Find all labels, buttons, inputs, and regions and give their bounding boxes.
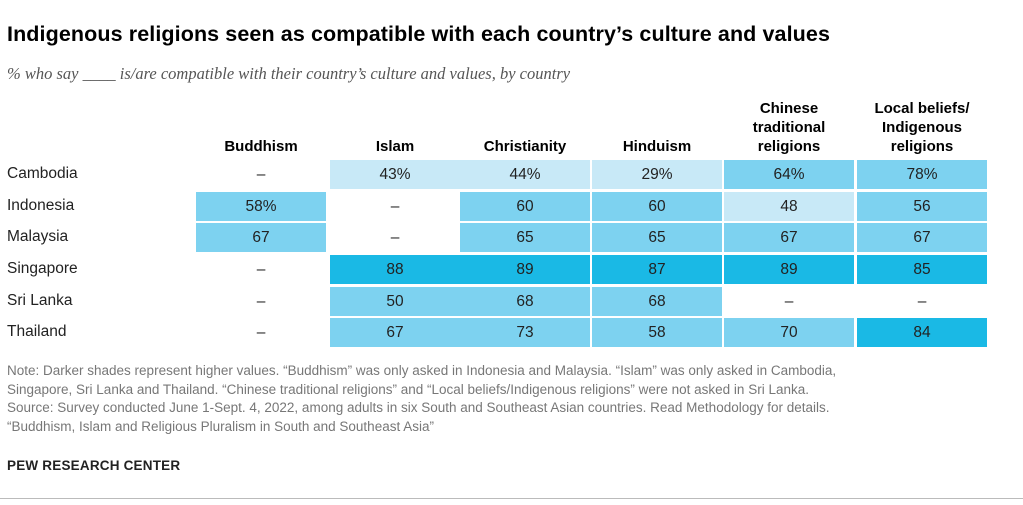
row-label: Cambodia [7, 165, 78, 182]
column-header: Buddhism [224, 138, 298, 155]
table-cell: 67 [724, 223, 854, 252]
table-cell: 85 [857, 255, 987, 284]
table-cell: 43% [330, 160, 460, 189]
chart-subtitle: % who say ____ is/are compatible with th… [7, 64, 571, 83]
table-cell: 89 [460, 255, 590, 284]
row-label: Thailand [7, 323, 67, 340]
note-line: Note: Darker shades represent higher val… [7, 363, 837, 378]
table-cell: 60 [460, 192, 590, 221]
table-cell: 73 [460, 318, 590, 347]
table-cell: 84 [857, 318, 987, 347]
column-header: Islam [375, 138, 415, 155]
table-cell: – [256, 324, 266, 341]
note-line: Singapore, Sri Lanka and Thailand. “Chin… [7, 381, 809, 397]
table-cell: 67 [196, 223, 326, 252]
table-cell: 89 [724, 255, 854, 284]
table-cell: 88 [330, 255, 460, 284]
table-cell: – [256, 293, 266, 310]
table-cell: – [917, 293, 927, 310]
column-header: Local beliefs/ Indigenous religions [874, 100, 970, 155]
table-cell: 67 [330, 318, 460, 347]
table-cell: – [784, 293, 794, 310]
row-label: Sri Lanka [7, 292, 73, 309]
table-cell: 48 [724, 192, 854, 221]
source-line: Source: Survey conducted June 1-Sept. 4,… [7, 400, 830, 415]
bottom-rule [0, 498, 1023, 499]
table-cell: 29% [592, 160, 722, 189]
row-label: Malaysia [7, 228, 69, 245]
table-cell: 67 [857, 223, 987, 252]
chart-title: Indigenous religions seen as compatible … [7, 22, 831, 46]
table-cell: 65 [460, 223, 590, 252]
table-cell: 78% [857, 160, 987, 189]
table-cell: 64% [724, 160, 854, 189]
table-cell: 60 [592, 192, 722, 221]
table-cell: 87 [592, 255, 722, 284]
table-cell: 58 [592, 318, 722, 347]
table-cell: 68 [460, 287, 590, 316]
table-cell: – [390, 229, 400, 246]
table-cell: – [256, 166, 266, 183]
column-header: Chinese traditional religions [752, 100, 826, 155]
column-header: Hinduism [622, 138, 692, 155]
table-cell: 44% [460, 160, 590, 189]
table-cell: 56 [857, 192, 987, 221]
column-header: Christianity [483, 138, 567, 155]
notes: Note: Darker shades represent higher val… [7, 362, 836, 436]
table-cell: 50 [330, 287, 460, 316]
report-title-line: “Buddhism, Islam and Religious Pluralism… [7, 418, 434, 434]
row-label: Indonesia [7, 197, 75, 214]
table-cell: 70 [724, 318, 854, 347]
table-cell: – [390, 198, 400, 215]
pew-research-center-label: PEW RESEARCH CENTER [7, 458, 181, 473]
row-label: Singapore [7, 260, 78, 277]
table-cell: 65 [592, 223, 722, 252]
table-cell: – [256, 261, 266, 278]
table-cell: 58% [196, 192, 326, 221]
table-cell: 68 [592, 287, 722, 316]
